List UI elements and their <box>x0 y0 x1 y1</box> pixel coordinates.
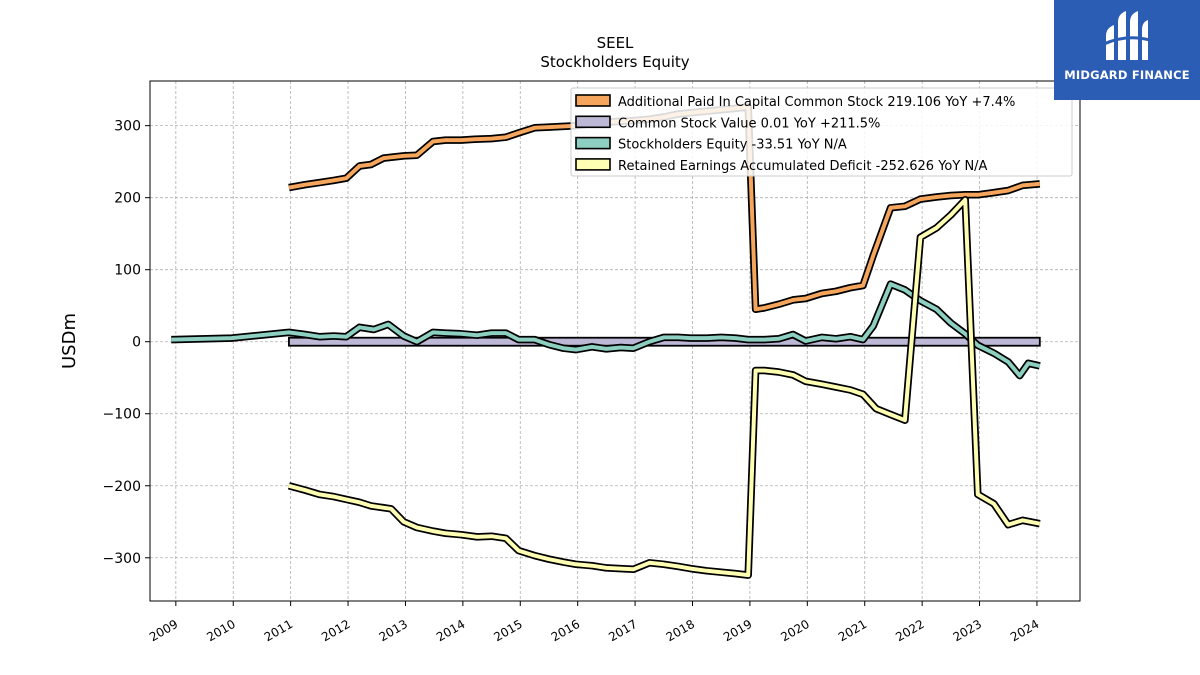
x-tick-label: 2011 <box>262 617 295 644</box>
plot-frame <box>149 80 1081 602</box>
brand-name: MIDGARD FINANCE <box>1064 68 1190 82</box>
y-tick-label: 100 <box>114 263 141 279</box>
legend-entry: Retained Earnings Accumulated Deficit -2… <box>618 159 988 174</box>
x-axis: 2009 2010 2011 2012 2013 2014 2015 2016 2017 2018… <box>147 601 1042 644</box>
x-tick-label: 2019 <box>721 617 754 644</box>
x-tick-label: 2017 <box>606 617 639 644</box>
x-tick-label: 2012 <box>319 617 352 644</box>
legend-swatch <box>575 136 611 150</box>
legend-entry: Additional Paid In Capital Common Stock … <box>618 95 1015 110</box>
x-tick-label: 2020 <box>778 617 811 644</box>
brand-logo-icon <box>1103 11 1151 60</box>
y-tick-label: 300 <box>114 119 141 135</box>
chart-subtitle: Stockholders Equity <box>540 53 689 71</box>
x-tick-label: 2016 <box>549 617 582 644</box>
y-tick-label: 0 <box>132 335 141 351</box>
chart-title: SEEL <box>597 34 634 52</box>
series-lines <box>171 103 1041 579</box>
series-retained-earnings-accumulated-deficit <box>288 197 1041 578</box>
legend: Additional Paid In Capital Common Stock … <box>570 87 1073 177</box>
x-tick-label: 2018 <box>664 617 697 644</box>
legend-entry: Stockholders Equity -33.51 YoY N/A <box>618 138 847 153</box>
x-tick-label: 2009 <box>147 617 180 644</box>
y-axis-label: USDm <box>59 313 80 369</box>
legend-swatch <box>575 158 611 171</box>
brand-logo: MIDGARD FINANCE <box>1054 0 1200 100</box>
y-tick-label: −100 <box>103 407 141 423</box>
y-tick-label: −300 <box>103 551 141 567</box>
x-tick-label: 2022 <box>893 617 926 644</box>
x-tick-label: 2015 <box>491 617 524 644</box>
x-tick-label: 2024 <box>1008 617 1041 644</box>
legend-box <box>570 87 1073 177</box>
legend-entry: Common Stock Value 0.01 YoY +211.5% <box>618 116 880 131</box>
y-axis: −300 −200 −100 0 100 200 300 <box>103 119 150 567</box>
legend-swatch <box>575 115 611 129</box>
y-tick-label: 200 <box>114 191 141 207</box>
y-tick-label: −200 <box>103 479 141 495</box>
x-tick-label: 2014 <box>434 617 467 644</box>
legend-swatch <box>575 94 611 107</box>
x-tick-label: 2021 <box>836 617 869 644</box>
x-tick-label: 2010 <box>204 617 237 644</box>
x-tick-label: 2013 <box>377 617 410 644</box>
x-tick-label: 2023 <box>951 617 984 644</box>
